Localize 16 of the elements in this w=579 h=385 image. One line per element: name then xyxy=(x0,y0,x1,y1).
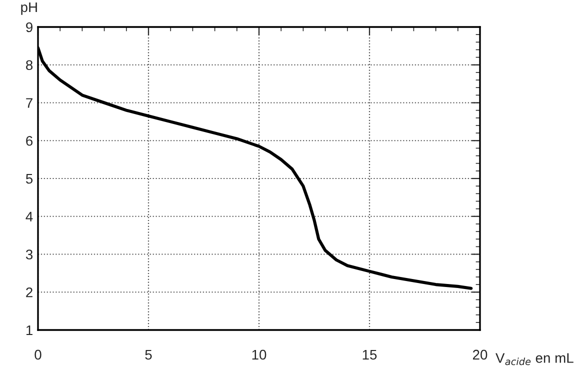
y-tick-label: 8 xyxy=(26,60,33,70)
y-axis-title: pH xyxy=(21,2,37,15)
x-tick-label: 20 xyxy=(472,350,488,360)
y-tick-label: 3 xyxy=(26,250,33,260)
x-axis-title: V$_{acide}$ en mL xyxy=(496,353,574,366)
y-tick-label: 5 xyxy=(26,174,33,184)
y-tick-label: 4 xyxy=(26,212,33,222)
y-tick-label: 6 xyxy=(26,136,33,146)
x-tick-label: 10 xyxy=(252,350,266,360)
y-tick-label: 7 xyxy=(26,98,32,108)
y-tick-label: 9 xyxy=(26,22,32,32)
x-tick-label: 0 xyxy=(34,350,42,360)
x-tick-label: 5 xyxy=(145,350,152,360)
y-tick-label: 1 xyxy=(26,325,32,336)
y-tick-label: 2 xyxy=(26,287,32,298)
x-tick-label: 15 xyxy=(362,350,377,360)
